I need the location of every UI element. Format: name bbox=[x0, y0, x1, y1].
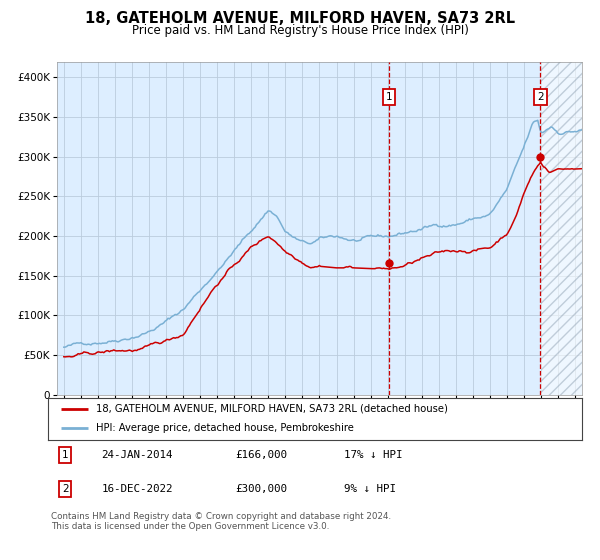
Text: Price paid vs. HM Land Registry's House Price Index (HPI): Price paid vs. HM Land Registry's House … bbox=[131, 24, 469, 37]
Text: HPI: Average price, detached house, Pembrokeshire: HPI: Average price, detached house, Pemb… bbox=[96, 423, 354, 433]
Text: £300,000: £300,000 bbox=[235, 484, 287, 494]
Text: 2: 2 bbox=[62, 484, 68, 494]
Text: 1: 1 bbox=[62, 450, 68, 460]
Text: 2: 2 bbox=[537, 92, 544, 101]
Text: 1: 1 bbox=[386, 92, 392, 101]
Text: 9% ↓ HPI: 9% ↓ HPI bbox=[344, 484, 397, 494]
Text: £166,000: £166,000 bbox=[235, 450, 287, 460]
Bar bbox=[541, 62, 582, 395]
Text: 17% ↓ HPI: 17% ↓ HPI bbox=[344, 450, 403, 460]
Text: 18, GATEHOLM AVENUE, MILFORD HAVEN, SA73 2RL (detached house): 18, GATEHOLM AVENUE, MILFORD HAVEN, SA73… bbox=[96, 404, 448, 414]
Text: 24-JAN-2014: 24-JAN-2014 bbox=[101, 450, 173, 460]
Text: 18, GATEHOLM AVENUE, MILFORD HAVEN, SA73 2RL: 18, GATEHOLM AVENUE, MILFORD HAVEN, SA73… bbox=[85, 11, 515, 26]
Text: 16-DEC-2022: 16-DEC-2022 bbox=[101, 484, 173, 494]
Text: Contains HM Land Registry data © Crown copyright and database right 2024.
This d: Contains HM Land Registry data © Crown c… bbox=[51, 512, 391, 531]
